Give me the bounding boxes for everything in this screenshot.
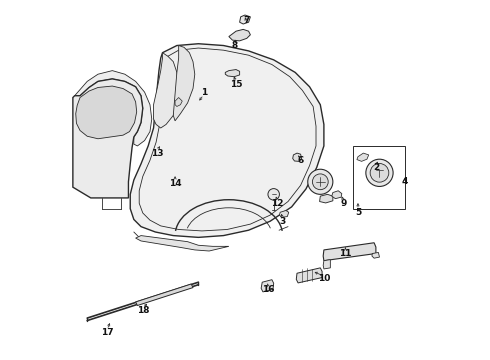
Text: 12: 12 xyxy=(271,199,284,208)
Text: 2: 2 xyxy=(373,163,379,172)
Text: 17: 17 xyxy=(100,328,113,337)
Polygon shape xyxy=(323,260,330,269)
Text: 8: 8 xyxy=(231,41,237,50)
Text: 18: 18 xyxy=(137,306,149,315)
Polygon shape xyxy=(323,243,376,261)
Circle shape xyxy=(366,159,393,186)
Polygon shape xyxy=(136,284,193,306)
Polygon shape xyxy=(74,71,152,146)
Polygon shape xyxy=(130,44,324,237)
Polygon shape xyxy=(319,194,333,203)
Polygon shape xyxy=(173,45,195,121)
Polygon shape xyxy=(372,252,379,258)
Polygon shape xyxy=(136,235,229,251)
Polygon shape xyxy=(175,98,182,107)
Circle shape xyxy=(313,174,328,190)
Text: 4: 4 xyxy=(401,177,408,186)
Text: 9: 9 xyxy=(341,199,347,208)
Polygon shape xyxy=(225,69,240,77)
Circle shape xyxy=(268,189,279,200)
Text: 13: 13 xyxy=(151,149,163,158)
Bar xyxy=(353,146,405,209)
Polygon shape xyxy=(357,153,368,161)
Polygon shape xyxy=(240,15,250,24)
Polygon shape xyxy=(153,53,179,128)
Polygon shape xyxy=(76,86,137,139)
Text: 5: 5 xyxy=(355,208,361,217)
Polygon shape xyxy=(261,280,274,292)
Circle shape xyxy=(308,169,333,194)
Polygon shape xyxy=(293,153,302,161)
Polygon shape xyxy=(229,30,250,41)
Polygon shape xyxy=(332,191,342,199)
Text: 6: 6 xyxy=(297,156,304,165)
Text: 15: 15 xyxy=(230,81,242,90)
Text: 3: 3 xyxy=(279,217,286,226)
Text: 1: 1 xyxy=(200,87,207,96)
Circle shape xyxy=(370,163,389,182)
Polygon shape xyxy=(296,268,322,283)
Polygon shape xyxy=(279,211,289,217)
Text: 14: 14 xyxy=(169,179,181,188)
Polygon shape xyxy=(73,79,143,198)
Text: 16: 16 xyxy=(262,285,274,294)
Text: 11: 11 xyxy=(339,249,352,258)
Text: 10: 10 xyxy=(318,274,330,283)
Text: 7: 7 xyxy=(244,16,250,25)
